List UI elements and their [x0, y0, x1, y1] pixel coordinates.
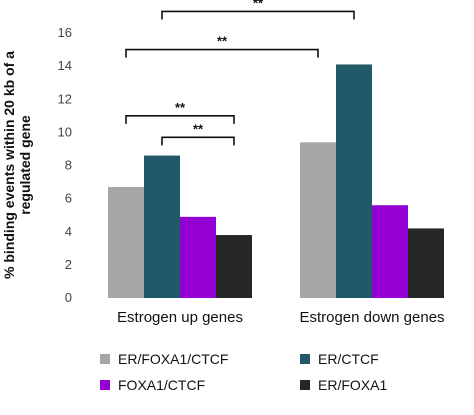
legend-label: ER/CTCF: [318, 351, 379, 367]
category-labels: Estrogen up genes Estrogen down genes: [117, 309, 445, 326]
legend-label: ER/FOXA1/CTCF: [118, 351, 228, 367]
significance-label: **: [193, 121, 204, 136]
category-label: Estrogen down genes: [299, 309, 444, 326]
y-tick-label: 2: [65, 257, 72, 272]
legend: ER/FOXA1/CTCF ER/CTCF FOXA1/CTCF ER/FOXA1: [100, 351, 387, 393]
bar: [216, 235, 252, 298]
bar: [372, 205, 408, 298]
significance-bracket: [161, 136, 235, 146]
significance-brackets: ** ** ** **: [125, 0, 355, 146]
bar: [108, 187, 144, 298]
bar: [408, 228, 444, 298]
legend-label: ER/FOXA1: [318, 377, 387, 393]
y-tick-label: 4: [65, 224, 72, 239]
significance-label: **: [253, 0, 264, 10]
y-tick-label: 0: [65, 290, 72, 305]
legend-swatch: [300, 380, 310, 390]
significance-label: **: [217, 34, 228, 49]
y-axis-title-line-1: % binding events within 20 kb of a: [1, 51, 17, 279]
bar: [336, 64, 372, 298]
significance-label: **: [175, 100, 186, 115]
significance-bracket: [125, 115, 235, 124]
y-axis-title-line-2: regulated gene: [17, 115, 33, 215]
bar: [180, 216, 216, 298]
significance-bracket: [161, 10, 355, 20]
significance-bracket: [125, 48, 319, 58]
y-tick-label: 14: [58, 58, 72, 73]
bar: [144, 155, 180, 298]
y-tick-label: 12: [58, 91, 72, 106]
legend-swatch: [100, 354, 110, 364]
y-axis-ticks: 0 2 4 6 8 10 12 14 16: [58, 25, 72, 305]
legend-swatch: [100, 380, 110, 390]
y-tick-label: 16: [58, 25, 72, 40]
category-label: Estrogen up genes: [117, 309, 243, 326]
bars: [108, 64, 444, 298]
bar: [300, 142, 336, 298]
y-tick-label: 10: [58, 124, 72, 139]
legend-label: FOXA1/CTCF: [118, 377, 205, 393]
y-tick-label: 6: [65, 191, 72, 206]
y-tick-label: 8: [65, 158, 72, 173]
legend-swatch: [300, 354, 310, 364]
